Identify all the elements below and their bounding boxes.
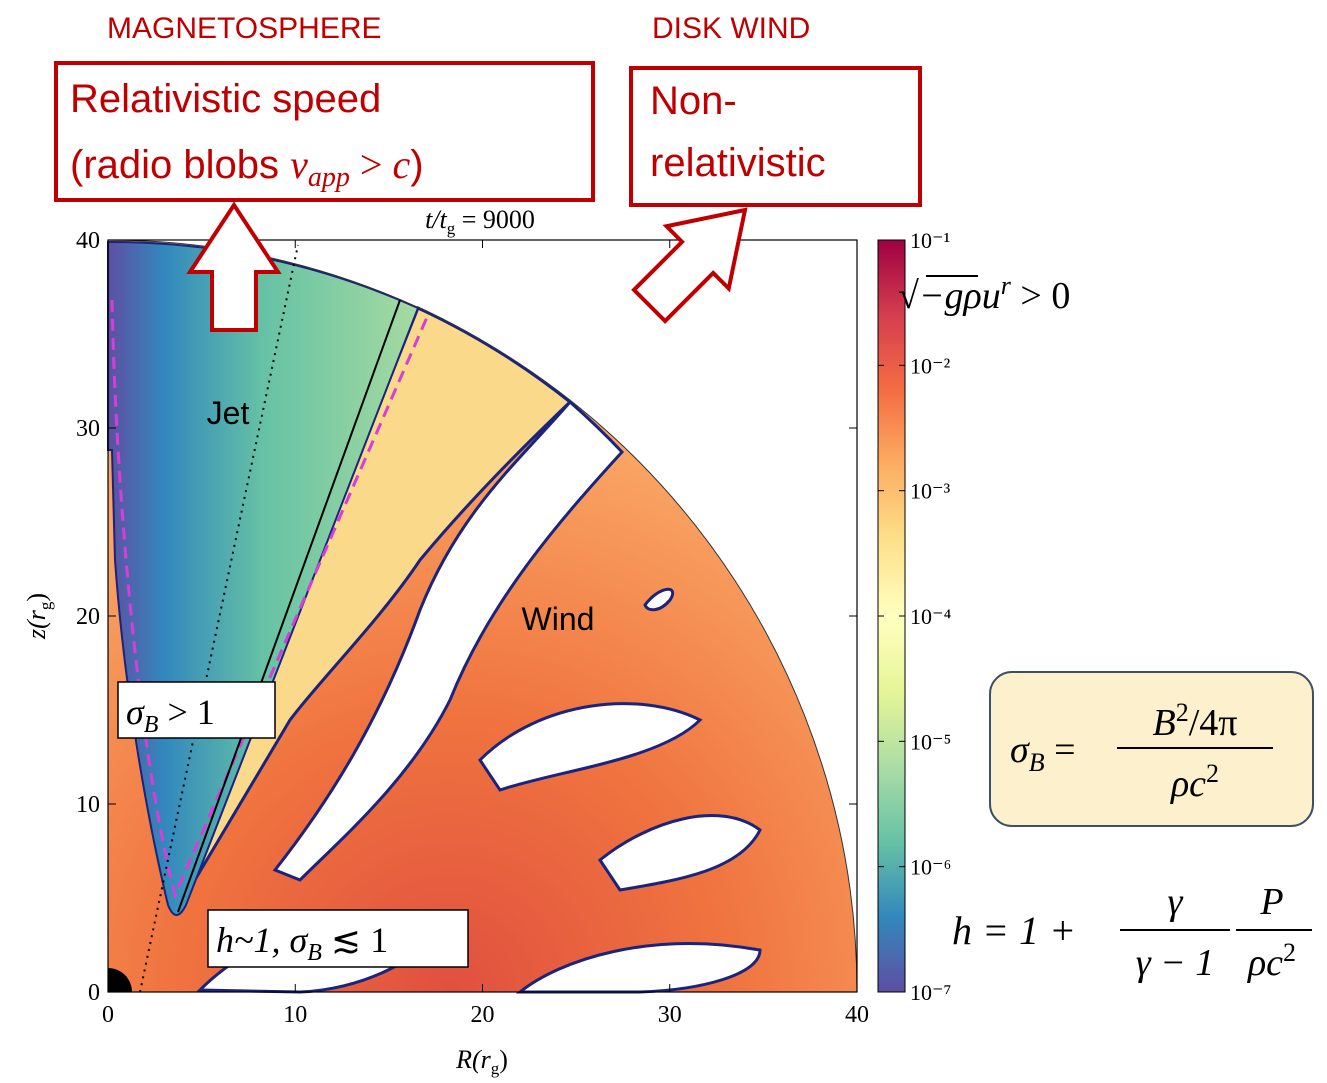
text-part: ≲ 1 [322, 920, 388, 960]
formula-denominator: γ − 1 [1136, 942, 1215, 984]
x-tick-label: 40 [845, 1002, 869, 1028]
text-part: c [392, 142, 410, 187]
colorbar-tick-label: 10⁻⁵ [910, 729, 951, 754]
text-part: σ [1010, 729, 1030, 771]
x-axis-label: R(rg) [455, 1045, 508, 1078]
text-part: = [1045, 729, 1076, 771]
text-sub: B [1029, 748, 1045, 777]
y-tick-label: 0 [88, 980, 100, 1006]
x-tick-label: 0 [102, 1002, 114, 1028]
annotation-heading: DISK WIND [652, 12, 810, 45]
colorbar-tick-label: 10⁻⁶ [910, 855, 951, 880]
text-part: v [290, 142, 308, 187]
annotation-text: Non- [650, 79, 737, 123]
annotation-text: relativistic [650, 141, 826, 185]
x-tick-label: 20 [471, 1002, 495, 1028]
annotation-text: h~1, σB ≲ 1 [216, 920, 388, 966]
text-sub: app [308, 162, 350, 193]
y-tick-label: 10 [76, 792, 100, 818]
text-sup: 2 [1206, 759, 1219, 788]
annotation-text: σB > 1 [126, 692, 215, 738]
colorbar-tick-label: 10⁻³ [910, 479, 951, 504]
text-part: ρc [1247, 942, 1283, 984]
colorbar-tick-label: 10⁻⁷ [910, 980, 951, 1005]
region-label: Wind [522, 601, 595, 637]
label-text: R(r [455, 1045, 492, 1074]
formula-denominator: ρc2 [1247, 938, 1296, 984]
label-text: ) [22, 593, 51, 602]
label-text: ) [499, 1045, 508, 1074]
x-tick-label: 10 [283, 1002, 307, 1028]
colorbar: 10⁻¹ 10⁻² 10⁻³ 10⁻⁴ 10⁻⁵ 10⁻⁶ 10⁻⁷ [878, 228, 952, 1005]
text-part: > [350, 142, 393, 187]
title-text: t/t [425, 205, 447, 234]
text-sub: B [144, 712, 159, 738]
y-tick-label: 40 [76, 228, 100, 254]
colorbar-tick-label: 10⁻² [910, 353, 951, 378]
text-part: (radio blobs [70, 143, 290, 187]
y-tick-label: 20 [76, 604, 100, 630]
colorbar-tick-label: 10⁻⁴ [910, 604, 952, 629]
colorbar-tick-label: 10⁻¹ [910, 228, 950, 253]
field [108, 240, 857, 992]
formula-numerator: B2/4π [1153, 698, 1238, 744]
chart-title: t/tg = 9000 [425, 205, 535, 238]
colorbar-label: √−gρur > 0 [898, 271, 1070, 317]
formula-numerator: γ [1168, 881, 1184, 923]
text-part: ) [410, 143, 423, 187]
label-text: > 0 [1011, 275, 1070, 317]
label-text: −g [919, 275, 964, 317]
formula-numerator: P [1259, 881, 1283, 923]
text-sup: 2 [1283, 938, 1296, 967]
formula-lhs: h = 1 + [952, 908, 1076, 953]
label-text: √ [898, 275, 919, 317]
annotation-heading: MAGNETOSPHERE [107, 12, 382, 45]
annotation-text: (radio blobs vapp > c) [70, 142, 424, 193]
text-part: σ [126, 692, 145, 732]
text-part: /4π [1189, 702, 1238, 744]
text-sup: 2 [1176, 698, 1189, 727]
title-text: = 9000 [455, 205, 535, 234]
label-text: ρu [963, 275, 1001, 317]
text-part: ρc [1170, 763, 1206, 805]
label-text: z(r [22, 609, 51, 640]
annotation-text: Relativistic speed [70, 77, 381, 121]
x-tick-label: 30 [658, 1002, 682, 1028]
y-axis-label: z(rg) [22, 593, 55, 640]
figure: 0 10 20 30 40 0 10 20 30 40 t/tg = 9000 R(rg) z(r… [0, 0, 1327, 1083]
text-part: B [1153, 702, 1176, 744]
text-part: h~1, σ [216, 920, 308, 960]
text-part: > 1 [158, 692, 214, 732]
region-label: Jet [207, 395, 250, 431]
text-sub: B [307, 940, 322, 966]
y-tick-label: 30 [76, 416, 100, 442]
